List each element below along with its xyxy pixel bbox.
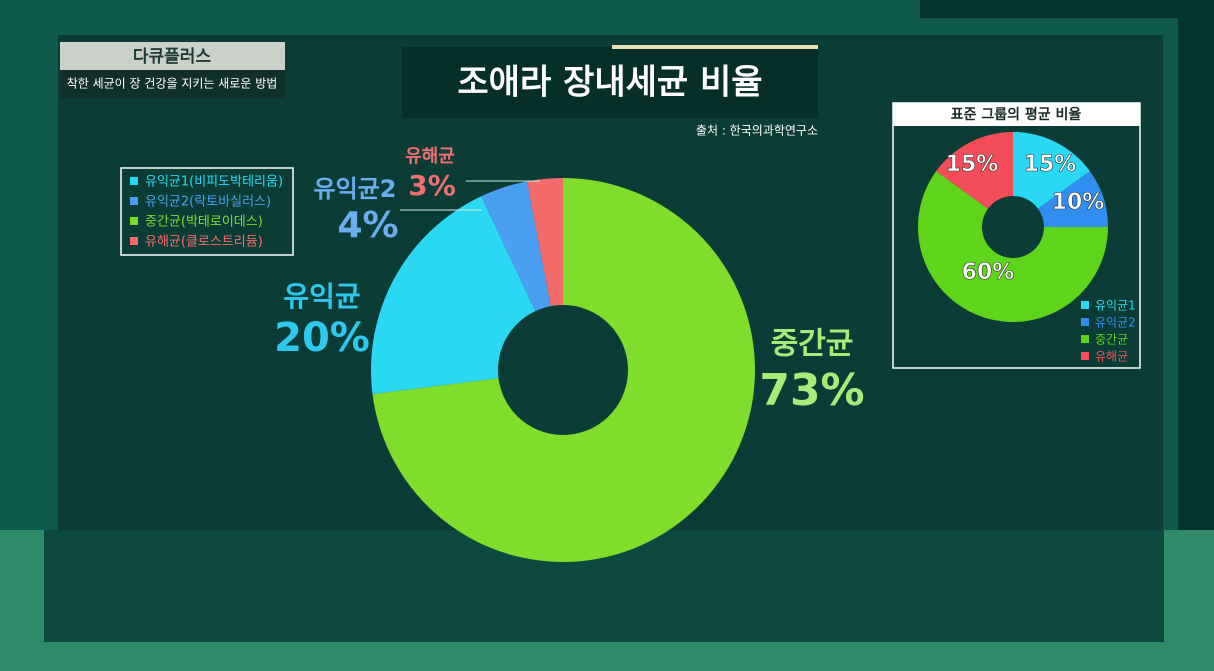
title-box (402, 47, 818, 118)
frame (920, 0, 1214, 18)
legend-label: 중간균(박테로이데스) (145, 215, 263, 230)
frame (1178, 18, 1214, 608)
value-label: 15% (946, 152, 999, 177)
value-label: 60% (962, 260, 1015, 285)
legend-swatch (130, 237, 138, 245)
value-label: 15% (1024, 152, 1077, 177)
donut-slice (527, 178, 563, 307)
inset-title: 표준 그룹의 평균 비율 (951, 106, 1082, 123)
legend-swatch (130, 177, 138, 185)
legend-label: 유해균 (1095, 350, 1128, 364)
slice-label: 중간균 (771, 327, 854, 362)
donut-slice (372, 178, 755, 562)
legend-label: 유익균1(비피도박테리움) (145, 175, 283, 190)
title-accent (612, 45, 818, 49)
value-label: 20% (274, 315, 370, 361)
legend-label: 유익균2(락토바실러스) (145, 195, 271, 210)
value-label: 3% (408, 169, 456, 202)
source: 출처 : 한국의과학연구소 (696, 124, 818, 138)
chart-title: 조애라 장내세균 비율 (457, 63, 762, 103)
slice-label: 유해균 (405, 146, 455, 167)
value-label: 4% (337, 205, 398, 246)
legend-label: 유익균1 (1095, 299, 1136, 313)
legend-label: 중간균 (1095, 333, 1128, 347)
legend-label: 유해균(클로스트리듐) (145, 235, 263, 250)
inset-title-box (893, 103, 1140, 126)
donut-slice (1013, 132, 1090, 209)
slice-label: 유익균2 (314, 175, 397, 203)
program-name: 다큐플러스 (133, 47, 212, 67)
legend-swatch (1081, 352, 1089, 360)
value-label: 10% (1052, 190, 1105, 215)
legend-swatch (1081, 318, 1089, 326)
donut-slice (371, 196, 536, 395)
subtitle-box (60, 70, 285, 98)
donut-slice (1038, 171, 1108, 227)
donut-slice (481, 181, 551, 312)
legend-swatch (130, 217, 138, 225)
donut-slice (936, 132, 1013, 209)
legend-swatch (130, 197, 138, 205)
program-box (60, 42, 285, 70)
legend-swatch (1081, 335, 1089, 343)
program-subtitle: 착한 세균이 장 건강을 지키는 새로운 방법 (67, 77, 278, 91)
slice-label: 유익균 (283, 280, 360, 313)
donut-slice (918, 171, 1108, 322)
legend-label: 유익균2 (1095, 316, 1136, 330)
legend-box (120, 167, 294, 256)
value-label: 73% (759, 365, 864, 416)
legend-swatch (1081, 301, 1089, 309)
